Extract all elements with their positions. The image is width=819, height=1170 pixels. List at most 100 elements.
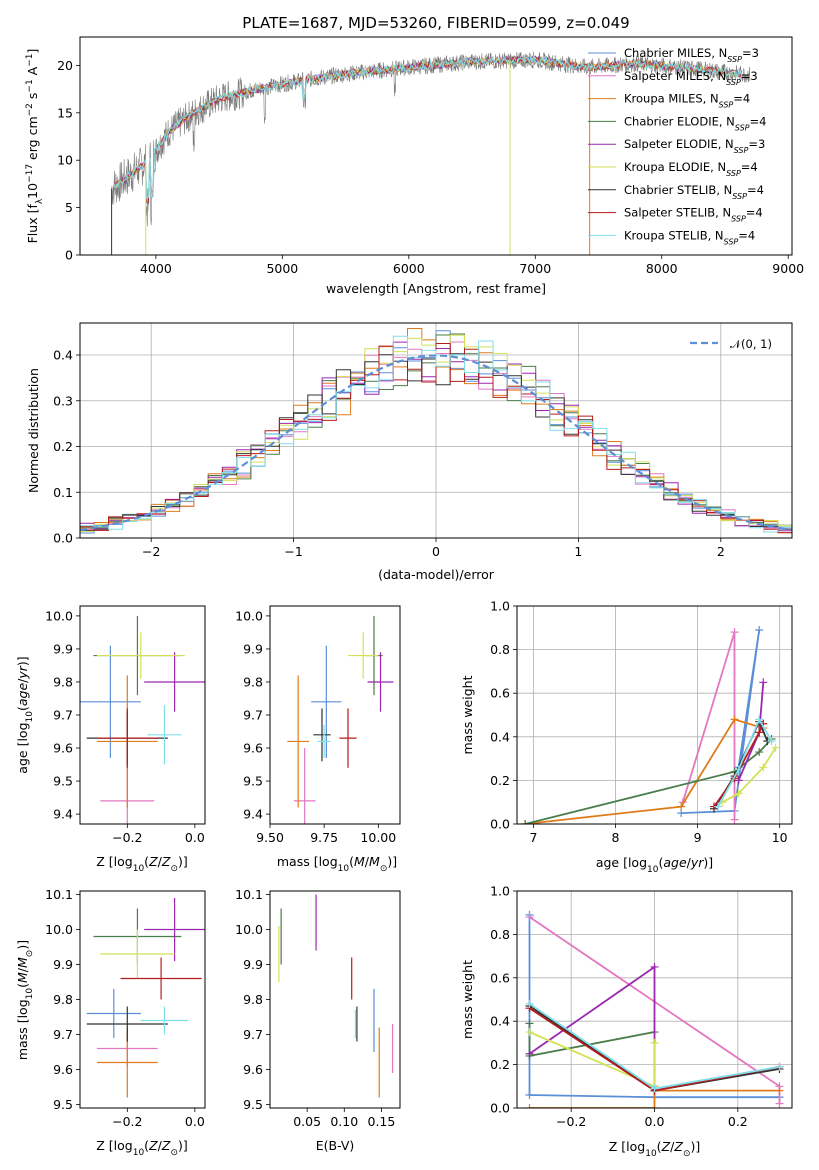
x-axis-label: Z [log10(Z/Z⊙)] — [96, 854, 188, 874]
panel-age_vs_mass: 9.50 9.75 10.00 9.4 9.5 9.6 9.7 9.8 9.9 10.0 mass … — [235, 605, 401, 874]
x-tick-label: 1 — [574, 544, 582, 559]
marker-chabrier_miles — [525, 1090, 534, 1099]
y-tick-label: 0.8 — [490, 927, 510, 942]
panel-massweight_vs_Z: −0.2 0.0 0.2 0.0 0.2 0.4 0.6 0.8 1.0 mass weight Z… — [460, 884, 793, 1159]
x-axis-label: E(B-V) — [316, 1138, 355, 1153]
normal-distribution-curve — [80, 354, 792, 532]
y-tick-label: 9.9 — [53, 641, 73, 656]
x-tick-label: 5000 — [266, 261, 298, 276]
x-tick-label: 9.75 — [310, 830, 338, 845]
x-tick-label: 8 — [612, 830, 620, 845]
series-line-kroupa_miles — [525, 718, 764, 824]
y-tick-label: 9.8 — [243, 674, 263, 689]
marker-kroupa_stelib — [767, 737, 776, 746]
x-tick-label: 0.05 — [293, 1114, 321, 1129]
y-tick-label: 0 — [65, 248, 73, 263]
x-tick-label: 0.15 — [368, 1114, 396, 1129]
y-tick-label: 0.0 — [490, 817, 510, 832]
figure-title: PLATE=1687, MJD=53260, FIBERID=0599, z=0… — [242, 14, 629, 32]
axes-frame — [79, 36, 793, 256]
legend-label: Kroupa STELIB, NSSP=4 — [624, 228, 755, 246]
y-tick-label: 0.2 — [490, 1057, 510, 1072]
panel-mass_vs_ebv: 0.05 0.10 0.15 9.5 9.6 9.7 9.8 9.9 10.0 10.1 E(B-V… — [235, 887, 401, 1153]
y-tick-label: 0.3 — [53, 393, 73, 408]
marker-kroupa_elodie — [650, 1038, 659, 1047]
plot-area — [86, 898, 205, 1098]
axes-frame — [516, 605, 793, 825]
y-tick-label: 10 — [57, 153, 73, 168]
series-line-salpeter_stelib — [713, 723, 765, 808]
legend-label: 𝒩(0, 1) — [730, 337, 772, 351]
marker-salpeter_miles — [730, 628, 739, 637]
marker-kroupa_stelib — [714, 802, 723, 811]
legend: Chabrier MILES, NSSP=3 Salpeter MILES, NS… — [588, 46, 766, 246]
legend-label: Chabrier STELIB, NSSP=4 — [624, 183, 764, 201]
marker-chabrier_elodie — [525, 1019, 534, 1028]
y-tick-label: 0.4 — [53, 348, 73, 363]
marker-salpeter_miles — [525, 913, 534, 922]
series-line-kroupa_stelib — [717, 717, 773, 808]
legend-label: Kroupa MILES, NSSP=4 — [624, 92, 750, 110]
y-tick-label: 9.8 — [53, 992, 73, 1007]
x-axis-label: Z [log10(Z/Z⊙)] — [96, 1138, 188, 1158]
marker-salpeter_elodie — [525, 1049, 534, 1058]
y-tick-label: 1.0 — [490, 884, 510, 899]
y-tick-label: 9.6 — [243, 1062, 263, 1077]
marker-kroupa_miles — [650, 1104, 659, 1108]
y-axis-label: age [log10(age/yr)] — [15, 656, 35, 773]
y-tick-label: 1.0 — [490, 599, 510, 614]
x-axis-label: Z [log10(Z/Z⊙)] — [609, 1139, 701, 1159]
panel-massweight_vs_age: 7 8 9 10 0.0 0.2 0.4 0.6 0.8 1.0 mass weight age [l… — [460, 599, 793, 875]
y-tick-label: 9.5 — [243, 1097, 263, 1112]
x-tick-label: 0.0 — [645, 1114, 665, 1129]
x-tick-label: 7 — [529, 830, 537, 845]
plot-area — [80, 328, 792, 534]
y-tick-label: 9.9 — [243, 957, 263, 972]
histogram-kroupa_stelib — [80, 335, 792, 533]
panel-mass_vs_Z: −0.2 0.0 9.5 9.6 9.7 9.8 9.9 10.0 10.1 Z [log10(Z… — [15, 887, 206, 1158]
y-axis-label: Flux [fλ10−17 erg cm−2 s−1 A−1] — [25, 49, 45, 244]
y-tick-label: 9.5 — [243, 774, 263, 789]
marker-kroupa_miles — [775, 1086, 784, 1095]
panel-age_vs_Z: −0.2 0.0 9.4 9.5 9.6 9.7 9.8 9.9 10.0 Z [log10(Z/… — [15, 605, 206, 874]
x-tick-label: 10 — [772, 830, 788, 845]
marker-kroupa_elodie — [771, 743, 780, 752]
x-tick-label: −0.2 — [112, 830, 142, 845]
marker-salpeter_miles — [730, 815, 739, 824]
series-line-kroupa_elodie — [721, 747, 777, 803]
x-tick-label: −0.2 — [556, 1114, 586, 1129]
y-tick-label: 9.6 — [243, 741, 263, 756]
y-tick-label: 10.0 — [45, 922, 73, 937]
marker-kroupa_elodie — [525, 1028, 534, 1037]
marker-kroupa_stelib — [775, 1062, 784, 1071]
marker-salpeter_miles — [775, 1099, 784, 1108]
y-tick-label: 0.1 — [53, 485, 73, 500]
y-tick-label: 0.2 — [490, 773, 510, 788]
y-tick-label: 9.9 — [243, 641, 263, 656]
y-tick-label: 0.6 — [490, 686, 510, 701]
marker-chabrier_elodie — [521, 820, 530, 824]
y-tick-label: 9.7 — [243, 1027, 263, 1042]
legend-label: Kroupa ELODIE, NSSP=4 — [624, 160, 758, 178]
x-tick-label: 4000 — [140, 261, 172, 276]
marker-salpeter_elodie — [734, 776, 743, 785]
marker-kroupa_stelib — [755, 715, 764, 724]
axes-frame — [79, 605, 206, 825]
y-tick-label: 0.2 — [53, 439, 73, 454]
x-tick-label: 10.00 — [360, 830, 396, 845]
x-tick-label: 9.50 — [256, 830, 284, 845]
legend-label: Salpeter MILES, NSSP=3 — [624, 69, 758, 87]
y-tick-label: 9.7 — [243, 708, 263, 723]
x-axis-label: mass [log10(M/M⊙)] — [277, 854, 397, 874]
series-line-kroupa_miles — [529, 1089, 780, 1108]
x-axis-label: wavelength [Angstrom, rest frame] — [326, 281, 546, 296]
axes-frame — [269, 605, 401, 825]
marker-chabrier_miles — [755, 625, 764, 634]
legend-label: Chabrier MILES, NSSP=3 — [624, 46, 759, 64]
series-line-chabrier_miles — [681, 629, 761, 814]
x-tick-label: 6000 — [393, 261, 425, 276]
legend-label: Chabrier ELODIE, NSSP=4 — [624, 114, 766, 131]
marker-salpeter_elodie — [759, 678, 768, 687]
y-tick-label: 0.4 — [490, 729, 510, 744]
